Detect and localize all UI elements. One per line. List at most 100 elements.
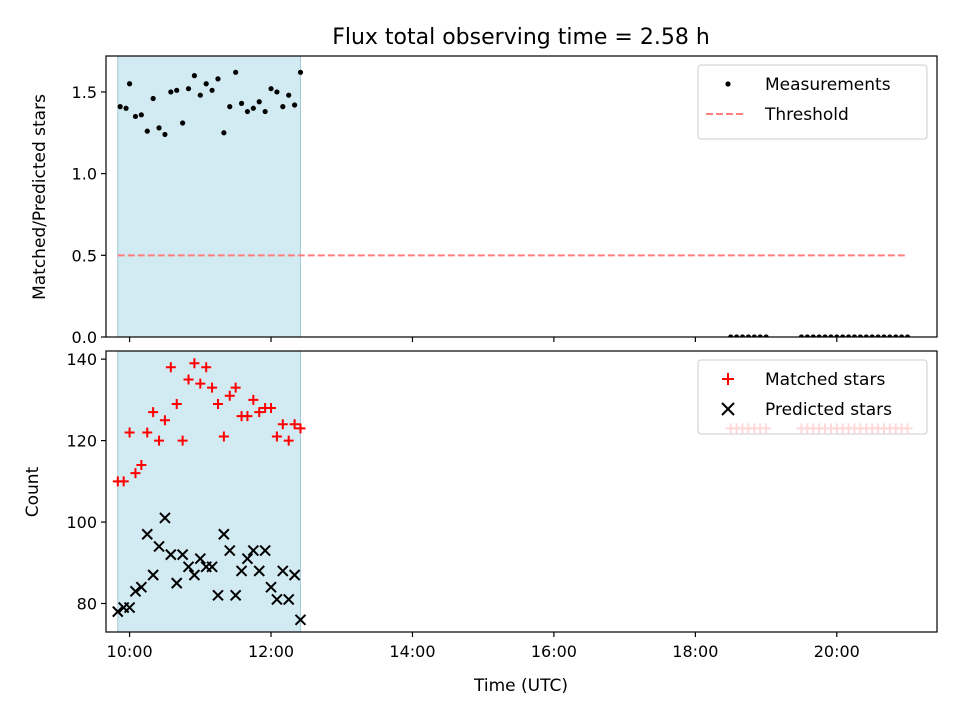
- top-series-0-point-23: [250, 105, 256, 111]
- top-series-0-point-3: [132, 113, 139, 120]
- bottom-series-0-point-27: [271, 431, 282, 442]
- top-y-tick-label-0: 0.0: [72, 328, 97, 347]
- bottom-series-1-point-2: [123, 601, 136, 614]
- bottom-series-0-point-23: [248, 394, 259, 405]
- bottom-series-0-point-4: [136, 460, 147, 471]
- bottom-series-1-point-11: [176, 548, 189, 561]
- top-series-0-point-53: [881, 334, 887, 337]
- bottom-legend-swatch-1: [721, 402, 735, 416]
- top-series-0-point-48: [851, 334, 858, 337]
- bottom-series-1-point-12: [182, 561, 195, 573]
- bottom-y-tick-label-3: 140: [66, 350, 97, 369]
- top-legend-label-0: Measurements: [765, 75, 891, 95]
- bottom-series-0-point-30: [289, 419, 300, 430]
- bottom-series-1-point-17: [212, 589, 224, 602]
- top-series-0-point-21: [238, 100, 245, 106]
- bottom-series-1-point-30: [288, 569, 301, 581]
- top-series-0-point-51: [869, 334, 875, 337]
- bottom-x-tick-label-2: 14:00: [389, 642, 435, 661]
- bottom-series-1-point-20: [229, 589, 242, 602]
- top-panel: 0.0 0.5 1.0 1.5 Measurements Threshold: [72, 55, 938, 347]
- top-series-group: [117, 69, 911, 337]
- bottom-series-0-point-26: [266, 403, 277, 414]
- top-series-0-point-34: [739, 334, 746, 337]
- top-series-0-point-54: [887, 334, 893, 337]
- top-series-0-point-37: [757, 334, 763, 337]
- top-series-0-point-6: [150, 95, 156, 102]
- bottom-series-1-point-16: [206, 561, 218, 573]
- bottom-series-1-point-14: [194, 552, 207, 565]
- bottom-series-0-point-3: [130, 468, 141, 479]
- bottom-series-0-point-24: [254, 407, 265, 418]
- top-series-0-point-1: [123, 105, 129, 111]
- bottom-legend-label-1: Predicted stars: [765, 400, 892, 420]
- top-series-0-point-15: [203, 81, 209, 87]
- top-series-0-point-8: [162, 131, 168, 138]
- top-series-0-point-0: [117, 104, 123, 110]
- top-y-tick-label-1: 0.5: [72, 246, 97, 265]
- bottom-series-0-point-19: [224, 390, 235, 401]
- bottom-series-1-point-19: [224, 544, 236, 557]
- bottom-series-0-point-13: [189, 358, 200, 369]
- top-series-0-point-7: [156, 125, 162, 131]
- bottom-series-0-point-12: [183, 374, 194, 385]
- bottom-series-0-point-15: [201, 362, 212, 373]
- bottom-x-tick-label-4: 18:00: [672, 642, 718, 661]
- bottom-series-1-point-26: [265, 581, 277, 593]
- bottom-series-1-point-22: [241, 552, 254, 565]
- top-observing-window: [117, 56, 301, 337]
- top-legend-label-1: Threshold: [764, 105, 849, 125]
- bottom-series-1-point-24: [253, 565, 265, 577]
- bottom-series-1-point-27: [271, 593, 283, 606]
- top-series-0-point-45: [834, 334, 840, 337]
- top-y-tick-label-2: 1.0: [72, 165, 97, 184]
- top-series-0-point-28: [280, 104, 286, 110]
- top-series-0-point-42: [816, 334, 822, 337]
- top-series-0-point-20: [233, 69, 239, 75]
- bottom-series-0-point-18: [218, 431, 229, 442]
- top-series-0-point-50: [863, 334, 869, 337]
- top-series-0-point-52: [875, 334, 881, 337]
- chart-title: Flux total observing time = 2.58 h: [332, 25, 710, 50]
- bottom-series-0-point-29: [283, 435, 294, 446]
- bottom-legend-swatch-0: [722, 373, 734, 385]
- bottom-x-tick-label-3: 16:00: [531, 642, 577, 661]
- bottom-x-tick-label-1: 12:00: [248, 642, 294, 661]
- top-legend: Measurements Threshold: [697, 64, 928, 140]
- top-series-0-point-18: [221, 130, 227, 136]
- top-series-0-point-26: [268, 86, 274, 92]
- top-series-0-point-11: [180, 120, 186, 126]
- bottom-series-1-point-31: [294, 614, 307, 626]
- bottom-series-1-point-8: [159, 512, 171, 524]
- bottom-series-1-point-3: [129, 585, 142, 597]
- top-y-tick-label-3: 1.5: [72, 83, 97, 102]
- top-series-0-point-5: [144, 128, 150, 134]
- bottom-series-1-point-18: [218, 528, 230, 540]
- top-series-0-point-41: [810, 334, 816, 337]
- bottom-series-0-point-28: [277, 419, 288, 430]
- bottom-series-0-point-31: [295, 423, 306, 434]
- top-series-0-point-40: [804, 334, 810, 337]
- top-series-0-point-31: [297, 69, 304, 75]
- top-series-0-point-43: [822, 334, 828, 337]
- top-series-0-point-2: [126, 81, 133, 87]
- bottom-series-0-point-6: [148, 407, 159, 418]
- top-series-0-point-36: [751, 334, 757, 337]
- bottom-series-1-point-29: [282, 593, 295, 606]
- top-series-0-point-29: [286, 92, 292, 98]
- bottom-y-axis-label: Count: [23, 466, 43, 517]
- bottom-legend: Matched stars Predicted stars: [697, 359, 928, 435]
- bottom-series-0-point-16: [207, 382, 218, 393]
- top-series-0-point-9: [168, 89, 174, 95]
- bottom-series-1-point-5: [141, 528, 153, 540]
- top-series-0-point-33: [734, 334, 740, 337]
- bottom-series-0-point-8: [159, 415, 170, 426]
- top-series-0-point-24: [256, 99, 262, 105]
- bottom-series-1-point-6: [147, 569, 159, 581]
- top-series-0-point-30: [291, 102, 298, 108]
- bottom-x-tick-label-0: 10:00: [107, 642, 153, 661]
- bottom-series-1-point-0: [112, 605, 124, 618]
- bottom-series-0-point-22: [242, 411, 253, 422]
- top-series-0-point-47: [845, 334, 852, 337]
